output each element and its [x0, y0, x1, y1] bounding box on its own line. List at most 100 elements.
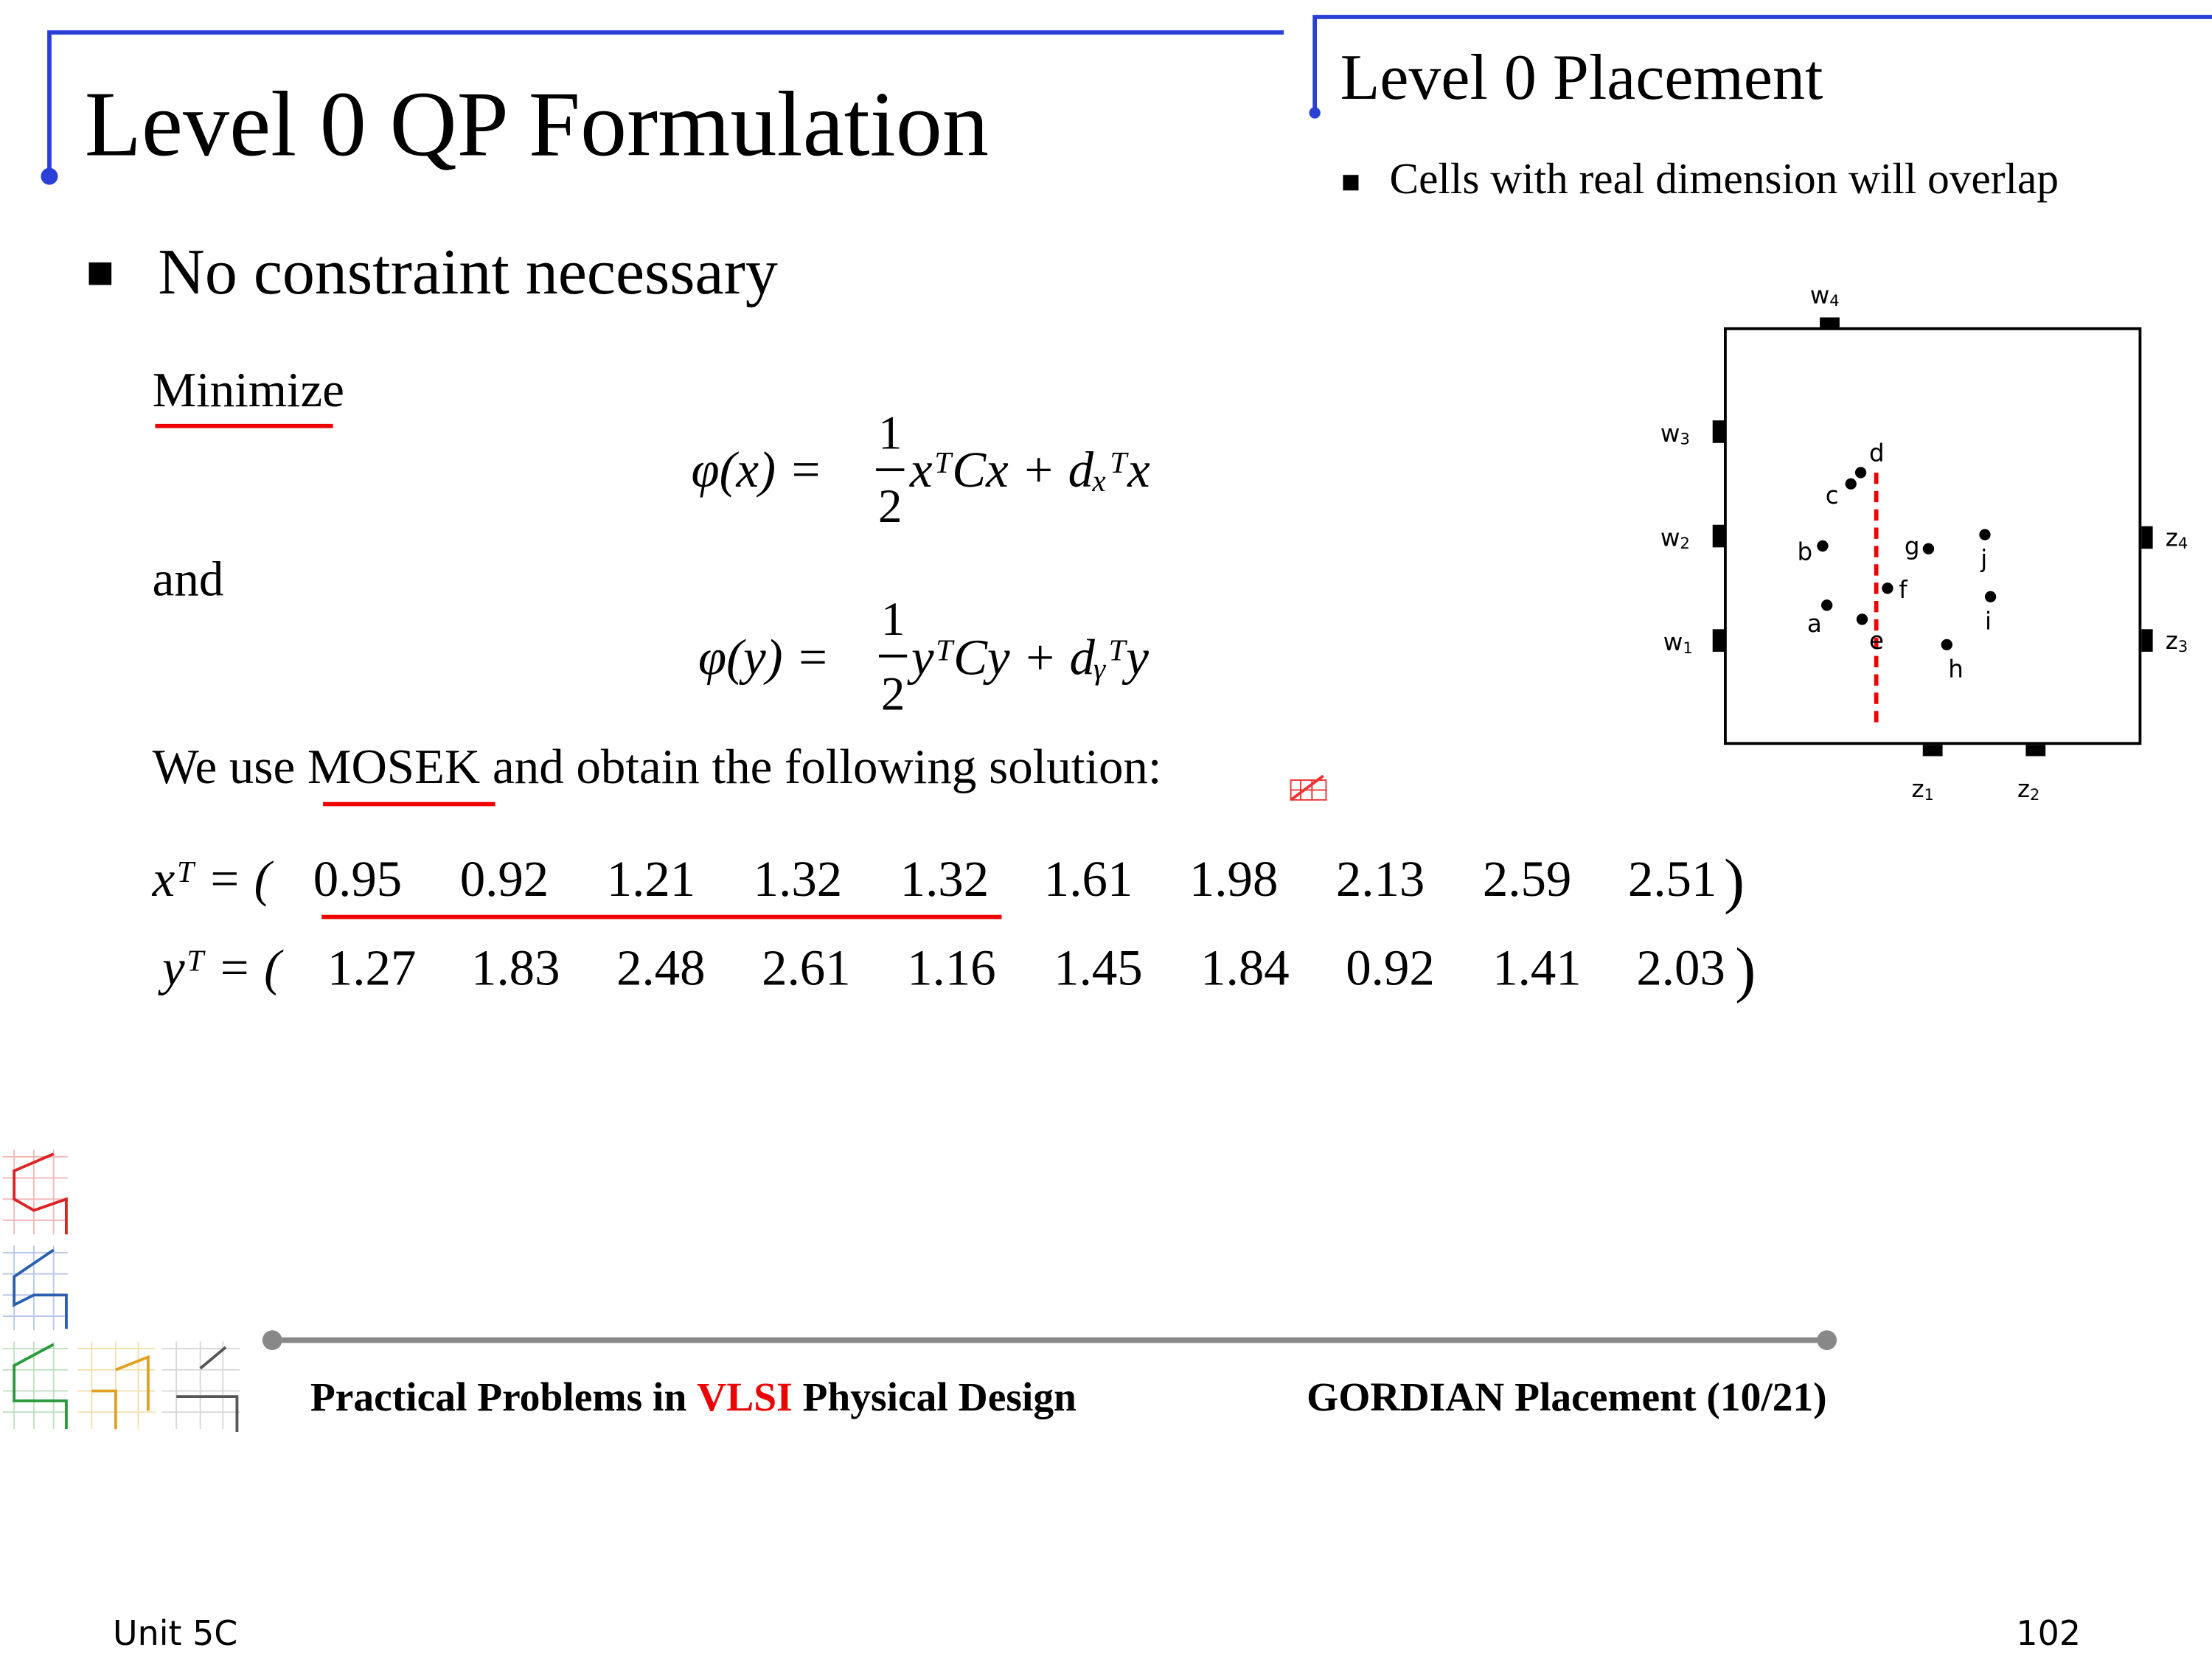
cell-label: e [1869, 627, 1884, 655]
pin [1712, 524, 1725, 548]
cell [1817, 540, 1829, 552]
eq2-lhs: φ(y) = [698, 630, 830, 686]
cell [1979, 529, 1991, 540]
solution-value: 1.21 [607, 851, 696, 907]
rule-dot [262, 1330, 282, 1350]
eq1-lhs: φ(x) = [691, 442, 822, 498]
y-label: yᵀ = ( [158, 939, 284, 995]
pin-name: w [1660, 420, 1680, 448]
footer-right: GORDIAN Placement (10/21) [1307, 1375, 1827, 1420]
paren: ) [1724, 847, 1745, 916]
cell [1941, 639, 1952, 651]
right-title: Level 0 Placement [1340, 42, 1823, 114]
cell [1821, 599, 1833, 611]
solution-text: We use MOSEK and obtain the following so… [153, 740, 1162, 794]
frame-dot [41, 167, 58, 185]
cell [1984, 591, 1997, 602]
pin-index: 3 [2178, 637, 2188, 655]
pin-name: w [1660, 524, 1680, 552]
eq2-den: 2 [881, 667, 905, 720]
pin [1922, 745, 1943, 757]
pin-label: w3 [1660, 420, 1690, 448]
bullet-square [1343, 175, 1359, 191]
rule-dot [1817, 1330, 1837, 1350]
pin-index: 2 [2030, 785, 2039, 804]
text: VLSI [697, 1375, 792, 1420]
solution-value: 0.95 [313, 851, 403, 907]
pin-name: z [1911, 775, 1924, 803]
pin-index: 2 [1680, 534, 1690, 552]
cell-label: a [1807, 610, 1822, 638]
solution-value: 2.13 [1336, 851, 1425, 907]
cell [1854, 467, 1867, 479]
tool: MOSEK [307, 740, 480, 794]
title: Level 0 QP Formulation [85, 72, 989, 175]
eq1-num: 1 [878, 406, 902, 459]
paren: ) [1735, 936, 1756, 1004]
solution-value: 2.48 [616, 939, 706, 995]
text: We use [153, 740, 307, 794]
right-bullet: Cells with real dimension will overlap [1390, 154, 2059, 203]
logo [2, 1150, 240, 1432]
pin [2141, 526, 2153, 549]
pin [1712, 629, 1725, 652]
pin [1712, 420, 1725, 443]
pin-label: z3 [2166, 627, 2188, 655]
eq2-rhs: yᵀCy + dᵧᵀy [907, 630, 1149, 686]
cell-label: c [1826, 481, 1839, 509]
pin-index: 1 [1924, 785, 1934, 804]
pin-name: z [2017, 775, 2030, 803]
eq2-num: 1 [881, 593, 905, 646]
solution-value: 1.83 [471, 939, 560, 995]
solution-value: 2.59 [1483, 851, 1572, 907]
text: and obtain the following solution: [480, 740, 1161, 794]
cell [1922, 543, 1935, 554]
solution-value: 1.27 [327, 939, 417, 995]
eq1-rhs: xᵀCx + dₓᵀx [909, 442, 1150, 498]
pin [1820, 317, 1840, 329]
pin [2025, 745, 2046, 757]
solution-value: 2.61 [762, 939, 851, 995]
pin-label: w1 [1663, 628, 1693, 657]
pin-index: 4 [1829, 291, 1839, 310]
solution-value: 1.45 [1054, 939, 1143, 995]
frame-dot [1309, 107, 1321, 119]
solution-value: 0.92 [460, 851, 549, 907]
pin-index: 4 [2178, 534, 2188, 552]
cell-label: h [1948, 655, 1964, 683]
x-label: xᵀ = ( [152, 851, 274, 907]
pin-label: z4 [2166, 524, 2188, 552]
solution-value: 1.41 [1492, 939, 1582, 995]
pin [2141, 629, 2153, 652]
pin-index: 3 [1680, 430, 1690, 448]
solution-value: 1.32 [754, 851, 843, 907]
title-frame [47, 30, 1284, 177]
pin-label: z2 [2017, 775, 2039, 804]
pin-name: w [1810, 281, 1830, 309]
solution-value: 2.03 [1636, 939, 1725, 995]
minimize: Minimize [153, 363, 344, 417]
text: Physical Design [793, 1375, 1077, 1420]
cell-label: f [1899, 576, 1908, 604]
text: Practical Problems in [310, 1375, 697, 1420]
eq1-den: 2 [878, 480, 902, 533]
cell-label: j [1980, 545, 1987, 573]
cell [1856, 613, 1868, 625]
bullet: No constraint necessary [158, 237, 778, 308]
pin-index: 1 [1683, 639, 1692, 657]
placement-region [1724, 327, 2142, 745]
pin-label: w4 [1810, 281, 1840, 310]
solution-value: 1.84 [1200, 939, 1290, 995]
cell-label: i [1985, 607, 1992, 635]
pin-label: z1 [1911, 775, 1933, 804]
solution-value: 1.32 [900, 851, 990, 907]
pin-name: z [2166, 524, 2178, 552]
solution-value: 0.92 [1346, 939, 1435, 995]
cell-label: d [1869, 439, 1885, 467]
solution-value: 1.16 [907, 939, 996, 995]
cell [1845, 478, 1857, 490]
note-icon [1290, 774, 1327, 801]
pin-label: w2 [1660, 524, 1690, 552]
